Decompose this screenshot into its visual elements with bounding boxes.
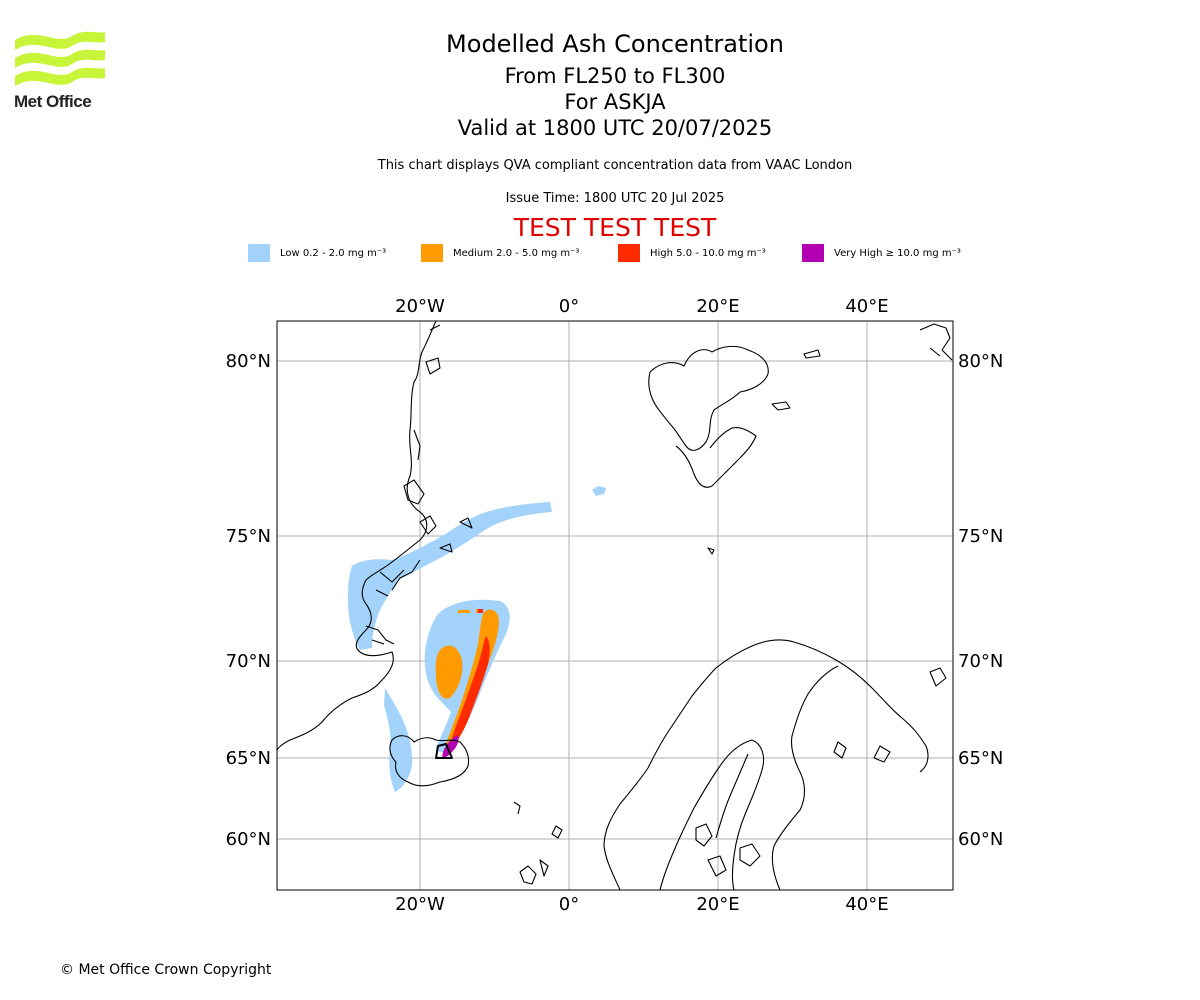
volcano-name: For ASKJA xyxy=(564,90,666,114)
legend-label-medium: Medium 2.0 - 5.0 mg m⁻³ xyxy=(453,247,580,259)
lat-tick-left-4: 65°N xyxy=(226,748,271,769)
logo-text: Met Office xyxy=(14,92,92,111)
lat-tick-left-2: 75°N xyxy=(226,526,271,547)
legend-swatch-very-high xyxy=(802,244,824,262)
valid-time: Valid at 1800 UTC 20/07/2025 xyxy=(457,116,773,140)
legend-low: Low 0.2 - 2.0 mg m⁻³ xyxy=(248,244,386,262)
legend-very-high: Very High ≥ 10.0 mg m⁻³ xyxy=(802,244,961,262)
map-frame xyxy=(276,320,954,891)
legend-label-very-high: Very High ≥ 10.0 mg m⁻³ xyxy=(834,247,961,259)
lat-tick-left-1: 80°N xyxy=(226,351,271,372)
legend-swatch-low xyxy=(248,244,270,262)
legend-label-low: Low 0.2 - 2.0 mg m⁻³ xyxy=(280,247,387,259)
legend-swatch-high xyxy=(618,244,640,262)
lon-tick-bottom-2: 0° xyxy=(559,894,579,915)
lat-tick-right-3: 70°N xyxy=(958,651,1003,672)
ash-high xyxy=(452,609,490,740)
test-banner: TEST TEST TEST xyxy=(513,213,717,242)
lat-tick-right-2: 75°N xyxy=(958,526,1003,547)
chart-title: Modelled Ash Concentration xyxy=(446,30,784,58)
lon-tick-top-2: 0° xyxy=(559,296,579,317)
lat-tick-right-1: 80°N xyxy=(958,351,1003,372)
lat-tick-left-5: 60°N xyxy=(226,829,271,850)
lon-tick-top-1: 20°W xyxy=(395,296,445,317)
flight-level: From FL250 to FL300 xyxy=(504,64,726,88)
lon-tick-top-3: 20°E xyxy=(696,296,739,317)
lat-tick-right-5: 60°N xyxy=(958,829,1003,850)
gridlines xyxy=(277,321,953,890)
lon-tick-bottom-1: 20°W xyxy=(395,894,445,915)
legend-high: High 5.0 - 10.0 mg m⁻³ xyxy=(618,244,766,262)
legend-swatch-medium xyxy=(421,244,443,262)
lon-tick-bottom-3: 20°E xyxy=(696,894,739,915)
lat-tick-right-4: 65°N xyxy=(958,748,1003,769)
met-office-logo xyxy=(15,31,105,86)
coastlines xyxy=(277,321,953,890)
issue-time: Issue Time: 1800 UTC 20 Jul 2025 xyxy=(505,191,725,206)
chart-description: This chart displays QVA compliant concen… xyxy=(377,158,853,173)
ash-low xyxy=(348,486,606,792)
lon-tick-bottom-4: 40°E xyxy=(845,894,888,915)
lat-tick-left-3: 70°N xyxy=(226,651,271,672)
legend-label-high: High 5.0 - 10.0 mg m⁻³ xyxy=(650,247,766,259)
lon-tick-top-4: 40°E xyxy=(845,296,888,317)
legend-medium: Medium 2.0 - 5.0 mg m⁻³ xyxy=(421,244,579,262)
copyright: © Met Office Crown Copyright xyxy=(60,962,272,978)
